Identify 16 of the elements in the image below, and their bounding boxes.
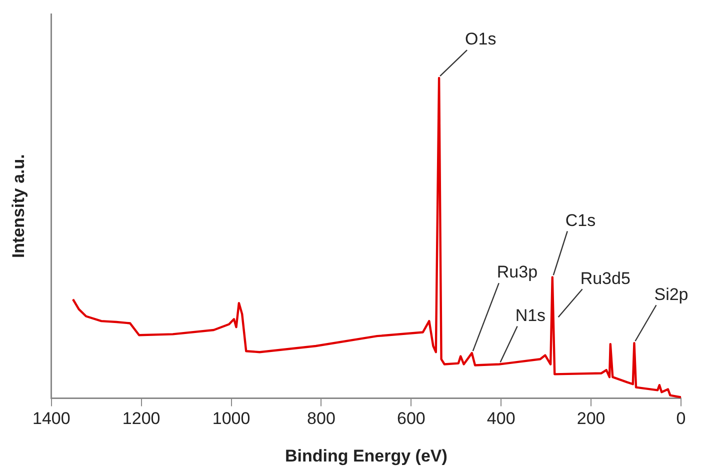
annotation: N1s	[515, 306, 546, 325]
x-tick-label: 1000	[212, 409, 250, 428]
annotation: Ru3d5	[580, 268, 630, 288]
x-tick-label: 600	[396, 409, 426, 428]
x-tick-label: 200	[576, 409, 606, 428]
annotation: O1s	[465, 30, 496, 49]
x-tick-label: 1400	[32, 409, 70, 428]
annotation: C1s	[565, 210, 596, 230]
annotation: Ru3p	[496, 262, 538, 282]
x-tick-label: 0	[676, 409, 686, 428]
x-tick-label: 1200	[122, 409, 160, 428]
annotation: Si2p	[654, 284, 688, 304]
y-axis-title: Intensity a.u.	[8, 154, 28, 258]
x-tick-label: 800	[307, 409, 336, 428]
x-tick-label: 400	[486, 409, 516, 428]
x-axis-title: Binding Energy (eV)	[284, 446, 448, 466]
